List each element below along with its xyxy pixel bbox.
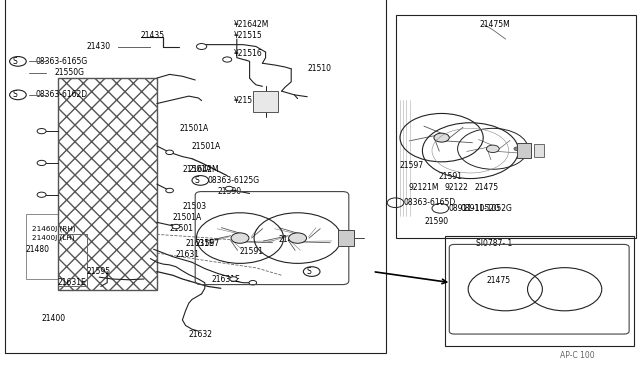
Text: ¥21642M: ¥21642M bbox=[234, 20, 269, 29]
Text: 21475: 21475 bbox=[278, 235, 303, 244]
Text: 21480: 21480 bbox=[26, 245, 50, 254]
Circle shape bbox=[249, 280, 257, 285]
Bar bbox=[534, 144, 544, 157]
Circle shape bbox=[434, 133, 449, 142]
Text: ¥21515: ¥21515 bbox=[234, 31, 262, 40]
Bar bbox=[253, 91, 278, 112]
Circle shape bbox=[172, 224, 180, 229]
Circle shape bbox=[37, 192, 46, 197]
Text: 21597: 21597 bbox=[195, 239, 220, 248]
Text: 21590: 21590 bbox=[424, 217, 449, 226]
Bar bbox=[26, 214, 128, 279]
Text: 21595: 21595 bbox=[86, 267, 111, 276]
Text: 21550G: 21550G bbox=[54, 68, 84, 77]
Circle shape bbox=[534, 147, 541, 151]
Circle shape bbox=[223, 57, 232, 62]
Circle shape bbox=[166, 150, 173, 155]
Text: 21501A: 21501A bbox=[182, 165, 212, 174]
Circle shape bbox=[230, 277, 237, 281]
Text: 21460J (RH): 21460J (RH) bbox=[32, 225, 76, 232]
Text: S: S bbox=[195, 176, 200, 185]
Text: 21475: 21475 bbox=[475, 183, 499, 192]
Circle shape bbox=[231, 233, 249, 243]
Text: S: S bbox=[12, 90, 17, 99]
Text: SI0787- 1: SI0787- 1 bbox=[476, 239, 512, 248]
Text: 21642M: 21642M bbox=[189, 165, 220, 174]
Text: 21631E: 21631E bbox=[186, 239, 214, 248]
Circle shape bbox=[514, 147, 520, 151]
Text: 21475: 21475 bbox=[486, 276, 511, 285]
Bar bbox=[58, 78, 157, 290]
Text: 21631E: 21631E bbox=[211, 275, 240, 283]
Bar bbox=[338, 230, 354, 246]
Text: 21591: 21591 bbox=[438, 172, 463, 181]
Text: 21501A: 21501A bbox=[192, 142, 221, 151]
Text: 08911-1052G: 08911-1052G bbox=[449, 204, 500, 213]
Circle shape bbox=[225, 186, 233, 191]
Text: S: S bbox=[306, 267, 311, 276]
Text: 08363-6125G: 08363-6125G bbox=[208, 176, 260, 185]
Text: ¥21518: ¥21518 bbox=[234, 96, 262, 105]
Text: AP-C 100: AP-C 100 bbox=[560, 351, 595, 360]
Text: 21501: 21501 bbox=[170, 224, 194, 233]
Text: 21475M: 21475M bbox=[480, 20, 511, 29]
Text: 08911-1052G: 08911-1052G bbox=[461, 204, 513, 213]
Text: 21503: 21503 bbox=[182, 202, 207, 211]
Circle shape bbox=[37, 129, 46, 134]
Text: 21591: 21591 bbox=[240, 247, 264, 256]
Text: 08363-6165D: 08363-6165D bbox=[404, 198, 456, 207]
Circle shape bbox=[486, 145, 499, 153]
Text: 21430: 21430 bbox=[86, 42, 111, 51]
Text: 08363-6162D: 08363-6162D bbox=[35, 90, 87, 99]
Text: S: S bbox=[12, 57, 17, 66]
Text: 21510: 21510 bbox=[307, 64, 332, 73]
Text: 92121M: 92121M bbox=[408, 183, 439, 192]
Text: 21632: 21632 bbox=[189, 330, 212, 339]
Text: 21597: 21597 bbox=[400, 161, 424, 170]
Text: ¥21516: ¥21516 bbox=[234, 49, 262, 58]
Text: 21631: 21631 bbox=[176, 250, 200, 259]
Circle shape bbox=[289, 233, 307, 243]
Text: 21631E: 21631E bbox=[58, 278, 86, 287]
Text: 08363-6165G: 08363-6165G bbox=[35, 57, 88, 66]
Circle shape bbox=[37, 160, 46, 166]
Circle shape bbox=[166, 188, 173, 193]
Bar bbox=[445, 236, 634, 346]
Text: 21400: 21400 bbox=[42, 314, 66, 323]
Bar bbox=[396, 15, 636, 238]
Text: 92122: 92122 bbox=[445, 183, 468, 192]
Text: 21501A: 21501A bbox=[173, 213, 202, 222]
Text: 21435: 21435 bbox=[141, 31, 165, 40]
Text: 21590: 21590 bbox=[218, 187, 242, 196]
Text: 21501A: 21501A bbox=[179, 124, 209, 133]
Bar bbox=[517, 143, 531, 158]
Text: 21400J (LH): 21400J (LH) bbox=[32, 235, 75, 241]
Bar bbox=[5, 0, 386, 353]
Circle shape bbox=[196, 44, 207, 49]
